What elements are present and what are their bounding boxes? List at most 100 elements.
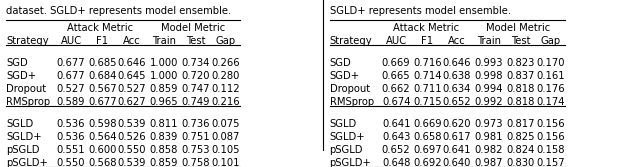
Text: 0.658: 0.658 (413, 132, 442, 142)
Text: SGD: SGD (330, 58, 351, 68)
Text: 0.646: 0.646 (443, 58, 471, 68)
Text: 0.859: 0.859 (150, 158, 178, 167)
Text: 0.823: 0.823 (507, 58, 535, 68)
Text: 0.993: 0.993 (475, 58, 503, 68)
Text: 0.818: 0.818 (507, 84, 535, 94)
Text: 0.156: 0.156 (536, 132, 564, 142)
Text: pSGLD: pSGLD (330, 145, 363, 155)
Text: 0.216: 0.216 (211, 97, 239, 107)
Text: SGD: SGD (6, 58, 28, 68)
Text: Gap: Gap (540, 36, 561, 46)
Text: 1.000: 1.000 (150, 58, 178, 68)
Text: 0.751: 0.751 (182, 132, 210, 142)
Text: 0.641: 0.641 (382, 119, 410, 129)
Text: Model Metric: Model Metric (486, 23, 550, 33)
Text: 0.830: 0.830 (507, 158, 535, 167)
Text: 0.641: 0.641 (443, 145, 471, 155)
Text: Test: Test (186, 36, 205, 46)
Text: Dropout: Dropout (330, 84, 370, 94)
Text: SGD+: SGD+ (6, 71, 36, 81)
Text: 0.994: 0.994 (475, 84, 503, 94)
Text: Train: Train (477, 36, 501, 46)
Text: 0.627: 0.627 (118, 97, 146, 107)
Text: 0.669: 0.669 (413, 119, 442, 129)
Text: Gap: Gap (215, 36, 236, 46)
Text: 0.600: 0.600 (88, 145, 116, 155)
Text: 0.620: 0.620 (443, 119, 471, 129)
Text: 0.747: 0.747 (182, 84, 210, 94)
Text: 0.589: 0.589 (57, 97, 85, 107)
Text: Acc: Acc (123, 36, 141, 46)
Text: 0.536: 0.536 (57, 119, 85, 129)
Text: AUC: AUC (60, 36, 82, 46)
Text: 0.825: 0.825 (507, 132, 535, 142)
Text: 1.000: 1.000 (150, 71, 178, 81)
Text: 0.982: 0.982 (475, 145, 503, 155)
Text: 0.987: 0.987 (475, 158, 503, 167)
Text: 0.539: 0.539 (118, 119, 146, 129)
Text: 0.859: 0.859 (150, 84, 178, 94)
Text: 0.105: 0.105 (211, 145, 239, 155)
Text: 0.692: 0.692 (413, 158, 442, 167)
Text: 0.736: 0.736 (182, 119, 210, 129)
Text: 0.652: 0.652 (382, 145, 410, 155)
Text: Test: Test (511, 36, 531, 46)
Text: 0.551: 0.551 (57, 145, 85, 155)
Text: 0.837: 0.837 (507, 71, 535, 81)
Text: 0.998: 0.998 (475, 71, 503, 81)
Text: 0.638: 0.638 (443, 71, 471, 81)
Text: 0.981: 0.981 (475, 132, 503, 142)
Text: 0.640: 0.640 (443, 158, 471, 167)
Text: Train: Train (152, 36, 176, 46)
Text: 0.858: 0.858 (150, 145, 178, 155)
Text: 0.677: 0.677 (57, 58, 85, 68)
Text: Attack Metric: Attack Metric (67, 23, 134, 33)
Text: 0.817: 0.817 (507, 119, 535, 129)
Text: SGLD+: SGLD+ (330, 132, 365, 142)
Text: 0.720: 0.720 (182, 71, 210, 81)
Text: F1: F1 (97, 36, 108, 46)
Text: 0.567: 0.567 (88, 84, 116, 94)
Text: AUC: AUC (385, 36, 407, 46)
Text: 0.669: 0.669 (382, 58, 410, 68)
Text: 0.697: 0.697 (413, 145, 442, 155)
Text: 0.684: 0.684 (88, 71, 116, 81)
Text: 0.564: 0.564 (88, 132, 116, 142)
Text: 0.112: 0.112 (211, 84, 239, 94)
Text: Strategy: Strategy (330, 36, 372, 46)
Text: 0.280: 0.280 (211, 71, 239, 81)
Text: 0.973: 0.973 (475, 119, 503, 129)
Text: 0.174: 0.174 (536, 97, 564, 107)
Text: 0.266: 0.266 (211, 58, 239, 68)
Text: 0.527: 0.527 (57, 84, 85, 94)
Text: 0.158: 0.158 (536, 145, 564, 155)
Text: 0.617: 0.617 (443, 132, 471, 142)
Text: 0.839: 0.839 (150, 132, 178, 142)
Text: SGLD+: SGLD+ (6, 132, 42, 142)
Text: 0.685: 0.685 (88, 58, 116, 68)
Text: dataset. SGLD+ represents model ensemble.: dataset. SGLD+ represents model ensemble… (6, 6, 232, 16)
Text: 0.101: 0.101 (211, 158, 239, 167)
Text: 0.824: 0.824 (507, 145, 535, 155)
Text: 0.643: 0.643 (382, 132, 410, 142)
Text: pSGLD: pSGLD (6, 145, 40, 155)
Text: Dropout: Dropout (6, 84, 47, 94)
Text: 0.526: 0.526 (118, 132, 146, 142)
Text: SGLD: SGLD (330, 119, 357, 129)
Text: F1: F1 (422, 36, 433, 46)
Text: 0.652: 0.652 (443, 97, 471, 107)
Text: 0.715: 0.715 (413, 97, 442, 107)
Text: Acc: Acc (448, 36, 466, 46)
Text: 0.758: 0.758 (182, 158, 210, 167)
Text: 0.550: 0.550 (118, 145, 146, 155)
Text: 0.714: 0.714 (413, 71, 442, 81)
Text: Model Metric: Model Metric (161, 23, 225, 33)
Text: 0.818: 0.818 (507, 97, 535, 107)
Text: 0.965: 0.965 (150, 97, 178, 107)
Text: 0.716: 0.716 (413, 58, 442, 68)
Text: 0.674: 0.674 (382, 97, 410, 107)
Text: Strategy: Strategy (6, 36, 49, 46)
Text: SGLD+ represents model ensemble.: SGLD+ represents model ensemble. (330, 6, 511, 16)
Text: pSGLD+: pSGLD+ (330, 158, 371, 167)
Text: 0.087: 0.087 (211, 132, 239, 142)
